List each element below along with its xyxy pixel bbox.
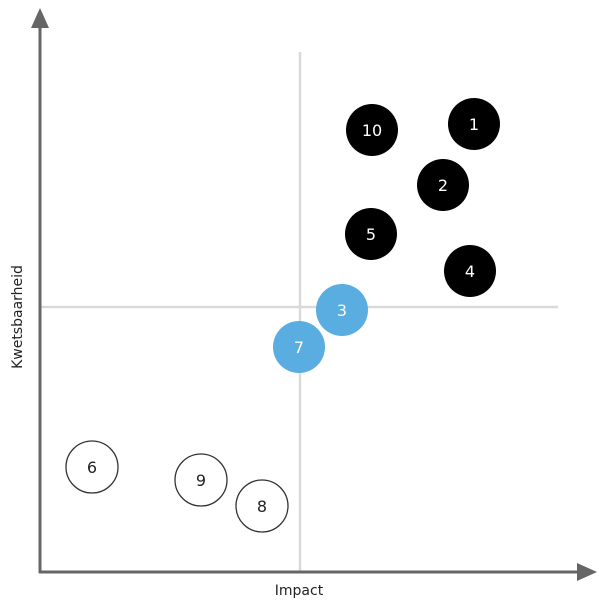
bubble-label: 10 bbox=[362, 121, 382, 140]
bubble-circle bbox=[174, 453, 228, 507]
y-axis-title: Kwetsbaarheid bbox=[10, 265, 26, 369]
risk-bubble-8: 8 bbox=[235, 479, 289, 533]
bubble-circle bbox=[346, 104, 398, 156]
bubble-label: 5 bbox=[366, 225, 376, 244]
risk-bubble-3: 3 bbox=[316, 284, 368, 336]
bubble-label: 2 bbox=[438, 176, 448, 195]
bubble-circle bbox=[65, 440, 119, 494]
risk-bubble-10: 10 bbox=[346, 104, 398, 156]
bubble-label: 8 bbox=[257, 497, 267, 516]
x-axis-arrow bbox=[577, 563, 597, 581]
bubble-circle bbox=[448, 98, 500, 150]
bubbles: 1 10 2 5 4 3 7 6 9 8 bbox=[65, 98, 500, 533]
risk-bubble-4: 4 bbox=[444, 245, 496, 297]
y-axis-arrow bbox=[31, 8, 49, 28]
bubble-label: 6 bbox=[87, 458, 97, 477]
bubble-circle bbox=[235, 479, 289, 533]
bubble-circle bbox=[273, 321, 325, 373]
bubble-circle bbox=[345, 208, 397, 260]
bubble-label: 7 bbox=[294, 338, 304, 357]
bubble-label: 9 bbox=[196, 471, 206, 490]
bubble-circle bbox=[417, 159, 469, 211]
risk-bubble-9: 9 bbox=[174, 453, 228, 507]
risk-bubble-6: 6 bbox=[65, 440, 119, 494]
x-axis-title: Impact bbox=[275, 583, 324, 599]
risk-bubble-7: 7 bbox=[273, 321, 325, 373]
bubble-circle bbox=[316, 284, 368, 336]
bubble-label: 4 bbox=[465, 262, 475, 281]
bubble-label: 1 bbox=[469, 115, 479, 134]
bubble-label: 3 bbox=[337, 301, 347, 320]
risk-bubble-2: 2 bbox=[417, 159, 469, 211]
risk-bubble-5: 5 bbox=[345, 208, 397, 260]
bubble-circle bbox=[444, 245, 496, 297]
risk-bubble-1: 1 bbox=[448, 98, 500, 150]
